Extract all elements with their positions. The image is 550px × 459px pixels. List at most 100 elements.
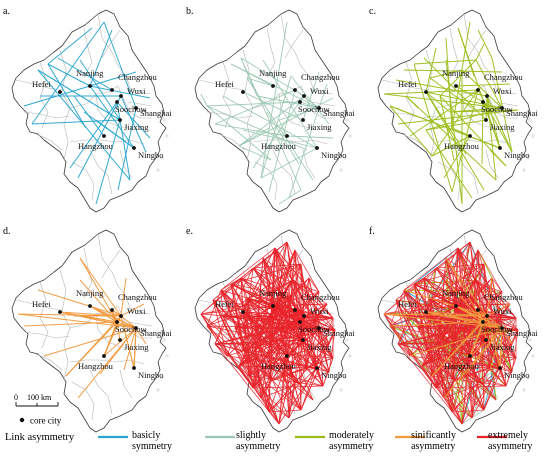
link-extreme [469,241,479,311]
city-dot-icon [315,146,319,150]
link-extreme [425,247,459,313]
island [339,168,343,172]
link-moderate [395,79,488,97]
island [343,156,347,160]
link-extreme [242,279,294,313]
city-dot-icon [500,106,504,110]
link-moderate [413,63,453,193]
link-extreme [383,313,411,357]
link-significant [120,277,127,317]
island [156,168,160,172]
legend-title: Link asymmetry [5,432,75,443]
link-basic [23,71,137,107]
link-extreme [214,339,304,345]
link-extreme [212,299,254,389]
city-dot-icon [132,366,136,370]
link-significant [17,313,137,329]
link-moderate [403,69,503,73]
link-moderate [383,89,479,95]
link-moderate [425,91,467,155]
link-significant [111,309,118,323]
legend-label-basic-1: basicly [132,430,160,441]
city-dot-icon [110,88,114,92]
link-extreme [425,311,453,413]
link-moderate [429,77,473,109]
link-extreme [220,289,314,401]
city-label: Wuxi [127,306,146,316]
city-dot-icon [271,304,275,308]
link-extreme [421,365,463,425]
link-extreme [222,315,320,329]
city-dot-icon [301,338,305,342]
link-extreme [254,343,300,385]
link-extreme [246,297,256,345]
link-basic [57,57,113,91]
city-dot-icon [115,100,119,104]
link-extreme [482,321,501,369]
link-extreme [435,355,471,389]
legend-label-basic-2: symmetry [132,441,172,452]
link-slight [230,63,274,87]
link-extreme [300,263,305,317]
link-basic [47,63,91,87]
link-moderate [389,105,433,157]
city-dot-icon [58,90,62,94]
link-extreme [240,277,256,345]
city-dot-icon [302,314,306,318]
link-extreme [453,357,517,381]
link-extreme [457,247,479,311]
island [156,388,160,392]
link-extreme [212,299,244,351]
link-extreme [242,349,300,385]
link-significant [77,327,137,399]
asymmetry-links-basic [23,21,151,205]
link-extreme [278,315,305,425]
link-extreme [282,367,318,375]
link-extreme [302,339,324,387]
city-dot-icon [498,366,502,370]
link-extreme [230,263,302,285]
link-extreme [397,331,451,345]
link-extreme [429,297,517,359]
link-extreme [248,291,320,377]
link-extreme [443,397,473,419]
link-extreme [238,339,304,367]
panel-label: b. [186,6,194,17]
link-extreme [286,309,296,357]
island [522,168,526,172]
city-label: Wuxi [310,86,329,96]
city-dot-icon [454,304,458,308]
asymmetry-links-moderate [383,21,519,205]
city-dot-icon [302,94,306,98]
link-moderate [397,109,519,125]
link-extreme [286,317,334,357]
link-extreme [483,329,519,411]
link-extreme [242,311,270,413]
city-label: Shanghai [140,108,172,118]
link-extreme [435,267,463,291]
link-extreme [290,295,336,331]
map-panel-moderate: c. Hefei Nanjing Changzhou Wuxi SoochowShangh… [369,6,538,213]
link-slight [260,21,288,179]
link-extreme [455,291,503,307]
link-slight [238,97,334,147]
link-extreme [303,315,334,359]
city-dot-icon [317,106,321,110]
link-slight [290,75,330,125]
link-extreme [256,315,304,341]
city-label: Ningbo [321,370,347,380]
link-extreme [425,279,477,313]
island [162,338,166,342]
city-label: Soochow [298,324,331,334]
city-label: Changzhou [118,292,157,302]
city-dot-icon [481,320,485,324]
island [160,156,164,160]
city-dot-icon [484,118,488,122]
link-extreme [246,297,324,387]
link-extreme [286,339,304,357]
link-extreme [230,283,244,351]
core-cities: Hefei Nanjing Changzhou Wuxi SoochowShanghai… [32,288,172,380]
link-significant [499,327,503,369]
link-slight [268,89,296,193]
link-extreme [413,283,427,351]
